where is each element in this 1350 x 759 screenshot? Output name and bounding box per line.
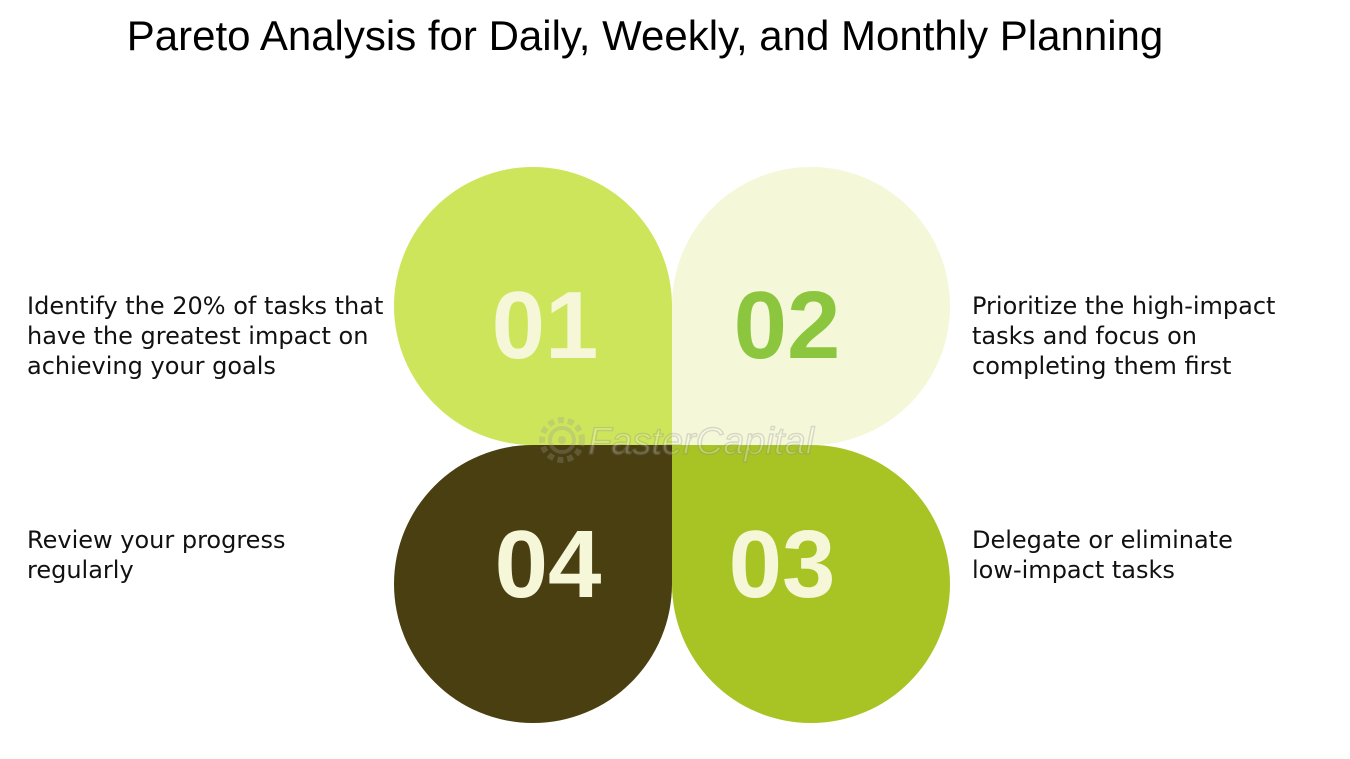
petal-03: 03 [672,445,950,723]
step-02-line: completing them first [972,352,1232,380]
watermark: FasterCapital [539,417,816,464]
step-03-line: Delegate or eliminate [972,526,1233,554]
petal-01-shape [394,167,672,445]
step-03-description: Delegate or eliminate low-impact tasks [972,525,1332,585]
step-04-line: regularly [27,556,134,584]
petal-03-number: 03 [729,511,836,618]
petal-02: 02 [672,167,950,445]
gear-icon [539,417,585,463]
step-01-line: Identify the 20% of tasks that [27,292,384,320]
step-02-description: Prioritize the high-impact tasks and foc… [972,291,1332,381]
page-title: Pareto Analysis for Daily, Weekly, and M… [126,12,1164,59]
step-02-line: tasks and focus on [972,322,1197,350]
step-03-line: low-impact tasks [972,556,1175,584]
petal-04: 04 [394,445,672,723]
step-02-line: Prioritize the high-impact [972,292,1276,320]
petal-01: 01 [394,167,672,445]
step-04-line: Review your progress [27,526,286,554]
petal-01-number: 01 [492,272,599,379]
step-01-line: achieving your goals [27,352,276,380]
petal-04-shape [394,445,672,723]
step-01-description: Identify the 20% of tasks that have the … [27,291,397,381]
petal-02-number: 02 [734,272,841,379]
step-01-line: have the greatest impact on [27,322,369,350]
petal-03-shape [672,445,950,723]
petal-02-shape [672,167,950,445]
step-04-description: Review your progress regularly [27,525,387,585]
petal-04-number: 04 [495,511,602,618]
watermark-text: FasterCapital [588,421,816,463]
